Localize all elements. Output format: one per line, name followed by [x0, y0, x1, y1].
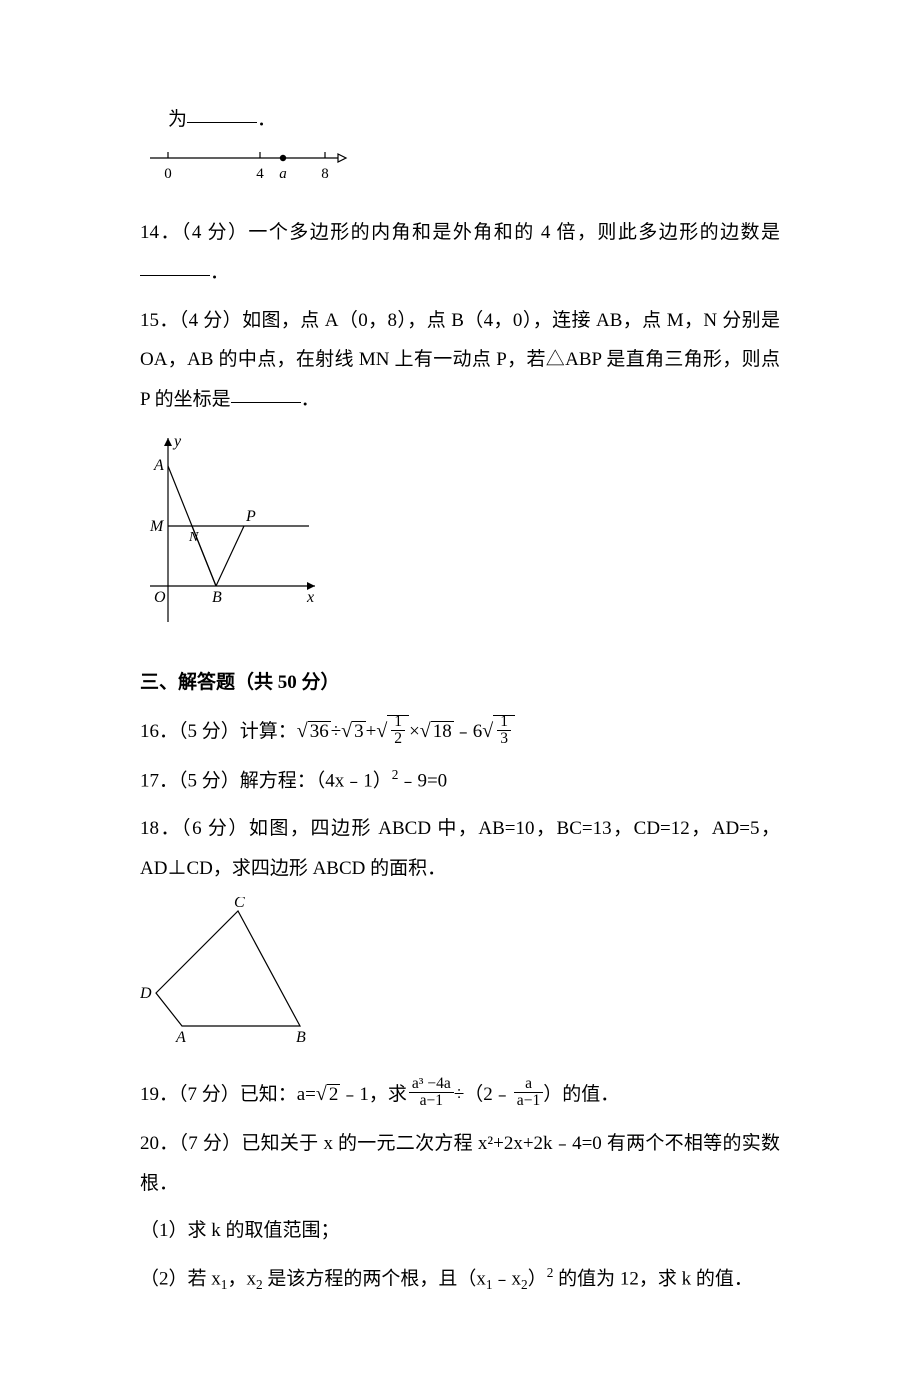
frac-1-2-num: 1	[391, 714, 405, 731]
q20-sub2-d: ﹣x	[493, 1269, 522, 1290]
q19-frac-inner: aa−1	[514, 1076, 544, 1110]
q13-numberline: 0 4 8 a	[140, 148, 780, 201]
frac-1-3: 13	[497, 714, 511, 748]
q16: 16．（5 分）计算： 36 ÷ 3 + 12 × 18 ﹣ 6 13	[140, 711, 780, 753]
q18-prefix: 18．（6 分）	[140, 818, 249, 839]
q20-sub2-e: ）	[528, 1269, 547, 1290]
svg-text:C: C	[234, 897, 245, 911]
q16-times: ×	[409, 712, 420, 752]
q17-prefix: 17．（5 分）解方程：	[140, 770, 316, 791]
q15-graph: A M N P B Ox y	[140, 428, 780, 643]
svg-text:B: B	[212, 589, 222, 606]
q15: 15．（4 分）如图，点 A（0，8），点 B（4，0），连接 AB，点 M，N…	[140, 301, 780, 421]
q16-plus: +	[366, 712, 377, 752]
q20-sub2-prefix: （2）	[140, 1269, 188, 1290]
q14-period: ．	[210, 262, 229, 283]
frac-1-2: 12	[391, 714, 405, 748]
q20-sub2-a: 若 x	[188, 1269, 221, 1290]
q19-prefix: 19．（7 分）已知：a=	[140, 1075, 316, 1115]
q19-minus1: ﹣1，求	[340, 1075, 407, 1115]
section3-title: 三、解答题（共 50 分）	[140, 663, 780, 703]
q17: 17．（5 分）解方程：（4x﹣1）2﹣9=0	[140, 761, 780, 801]
q19-frac-main-den: a−1	[409, 1093, 454, 1109]
q16-div: ÷	[331, 712, 341, 752]
svg-text:N: N	[188, 530, 199, 545]
sqrt-2-icon: 2	[316, 1074, 340, 1116]
svg-text:O: O	[154, 589, 166, 606]
svg-text:P: P	[245, 508, 256, 525]
q19: 19．（7 分）已知：a= 2 ﹣1，求 a³ −4aa−1 ÷（2﹣ aa−1…	[140, 1074, 780, 1116]
q16-sqrt-half: 12	[387, 715, 409, 750]
q19-frac-main-num: a³ −4a	[409, 1076, 454, 1093]
q20-x2: 2	[256, 1277, 263, 1292]
q13-text: 为	[168, 109, 187, 130]
q16-six: 6	[473, 712, 483, 752]
sqrt-third-icon: 13	[482, 711, 515, 753]
svg-text:8: 8	[321, 166, 329, 182]
q19-sqrt2: 2	[327, 1084, 341, 1106]
q15-prefix: 15．（4 分）	[140, 310, 242, 331]
frac-1-3-den: 3	[497, 731, 511, 747]
q16-sqrt3: 3	[352, 721, 366, 743]
svg-text:x: x	[306, 589, 314, 606]
q20-sub2-b: ，x	[227, 1269, 256, 1290]
q20-sub2-f: 的值为 12，求 k 的值．	[553, 1269, 753, 1290]
svg-text:A: A	[153, 457, 164, 474]
q15-blank	[231, 385, 301, 403]
sqrt-half-icon: 12	[376, 711, 409, 753]
frac-1-3-num: 1	[497, 714, 511, 731]
q19-div: ÷（2﹣	[454, 1075, 512, 1115]
q19-frac-inner-den: a−1	[514, 1093, 544, 1109]
q20-prefix: 20．（7 分）	[140, 1133, 241, 1154]
q13-blank	[187, 105, 257, 123]
q14-blank	[140, 258, 210, 276]
svg-text:A: A	[175, 1029, 186, 1046]
sqrt-18-icon: 18	[420, 711, 454, 753]
q16-prefix: 16．（5 分）计算：	[140, 712, 297, 752]
q20-x2b: 2	[521, 1277, 528, 1292]
sqrt-36-icon: 36	[297, 711, 331, 753]
q20-x1b: 1	[486, 1277, 493, 1292]
q18: 18．（6 分）如图，四边形 ABCD 中，AB=10，BC=13，CD=12，…	[140, 809, 780, 889]
q20-sub2: （2）若 x1，x2 是该方程的两个根，且（x1﹣x2）2 的值为 12，求 k…	[140, 1259, 780, 1299]
q20-sub2-c: 是该方程的两个根，且（x	[263, 1269, 486, 1290]
q16-sqrt-third: 13	[493, 715, 515, 750]
q20: 20．（7 分）已知关于 x 的一元二次方程 x²+2x+2k﹣4=0 有两个不…	[140, 1124, 780, 1204]
svg-text:y: y	[172, 433, 182, 450]
svg-text:B: B	[296, 1029, 306, 1046]
q19-frac-inner-num: a	[514, 1076, 544, 1093]
q19-rest: ）的值．	[543, 1075, 619, 1115]
svg-text:a: a	[279, 166, 287, 182]
q20-sub1-prefix: （1）	[140, 1220, 188, 1241]
q15-period: ．	[301, 389, 320, 410]
sqrt-3-icon: 3	[341, 711, 365, 753]
q20-sub1: （1）求 k 的取值范围；	[140, 1211, 780, 1251]
q13-partial: 为．	[140, 100, 780, 140]
svg-text:4: 4	[256, 166, 264, 182]
frac-1-2-den: 2	[391, 731, 405, 747]
q14-text: 一个多边形的内角和是外角和的 4 倍，则此多边形的边数是	[248, 222, 780, 243]
q16-sqrt36: 36	[308, 721, 331, 743]
q18-graph: A B C D	[140, 897, 780, 1062]
svg-text:D: D	[140, 985, 152, 1002]
svg-text:M: M	[149, 518, 165, 535]
q16-sqrt18: 18	[431, 721, 454, 743]
q14-prefix: 14．（4 分）	[140, 222, 248, 243]
q14: 14．（4 分）一个多边形的内角和是外角和的 4 倍，则此多边形的边数是 ．	[140, 213, 780, 293]
q19-frac-main: a³ −4aa−1	[409, 1076, 454, 1110]
q17-expr: （4x﹣1）	[316, 770, 392, 791]
q20-sub1-text: 求 k 的取值范围；	[188, 1220, 340, 1241]
svg-text:0: 0	[164, 166, 172, 182]
q13-period: ．	[257, 109, 276, 130]
q16-minus: ﹣	[454, 712, 473, 752]
q17-rest: ﹣9=0	[398, 770, 447, 791]
